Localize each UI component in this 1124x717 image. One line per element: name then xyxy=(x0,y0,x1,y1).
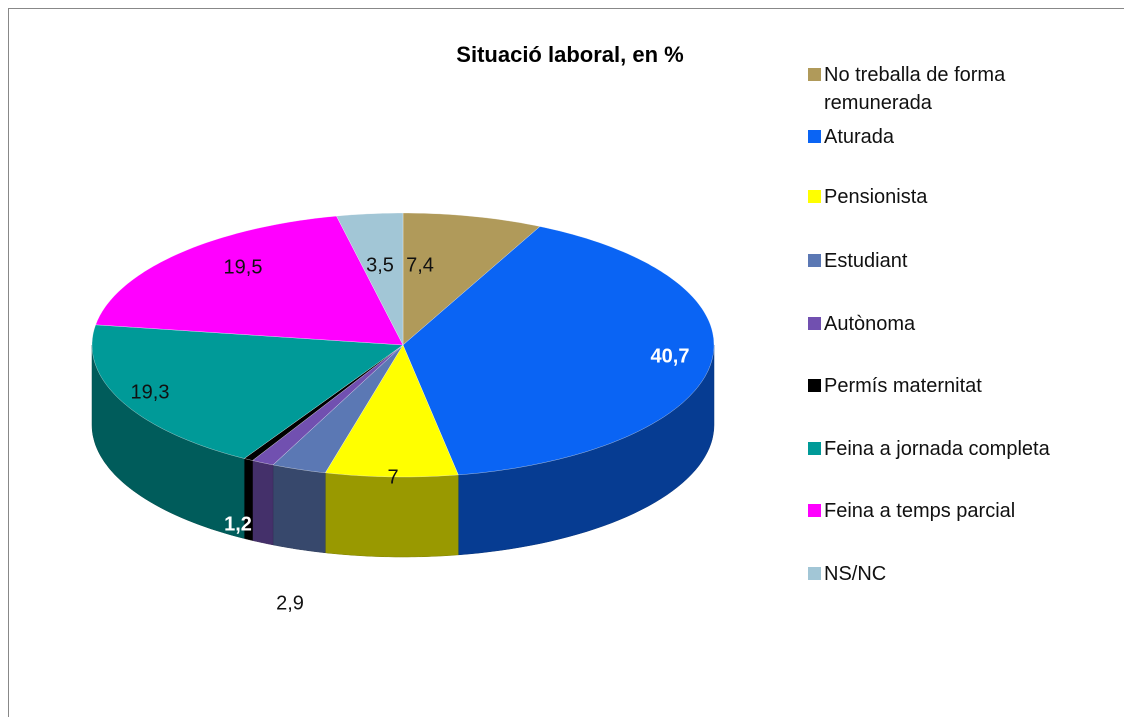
frame xyxy=(8,8,1124,717)
data-label: 19,5 xyxy=(224,256,263,278)
legend-label: No treballa de forma remunerada xyxy=(824,64,1006,114)
legend-label: Feina a temps parcial xyxy=(824,500,1016,522)
slice-side xyxy=(252,460,274,546)
data-label: 19,3 xyxy=(131,381,170,403)
data-label: 1,2 xyxy=(224,513,252,535)
chart-title: Situació laboral, en % xyxy=(456,42,683,67)
legend-item: Estudiant xyxy=(808,247,1108,275)
legend-item: Aturada xyxy=(808,123,1108,151)
slice xyxy=(325,344,459,478)
legend-swatch xyxy=(808,190,821,203)
legend-label: Feina a jornada completa xyxy=(824,438,1050,460)
slice xyxy=(252,344,404,466)
legend-swatch xyxy=(808,254,821,267)
legend-swatch xyxy=(808,130,821,143)
data-label: 7 xyxy=(387,466,398,488)
legend-item: Pensionista xyxy=(808,183,1108,211)
legend-label: Permís maternitat xyxy=(824,375,982,397)
slice xyxy=(272,344,404,473)
legend-label: Aturada xyxy=(824,126,895,148)
slice-side xyxy=(272,464,326,554)
legend-swatch xyxy=(808,567,821,580)
legend-label: Estudiant xyxy=(824,250,908,272)
slice xyxy=(336,212,404,346)
legend-item: NS/NC xyxy=(808,560,1108,588)
data-label: 40,7 xyxy=(651,345,690,367)
legend-item: Permís maternitat xyxy=(808,372,1108,400)
data-label: 7,4 xyxy=(406,254,434,276)
slice xyxy=(95,215,404,346)
legend-swatch xyxy=(808,379,821,392)
legend-item: No treballa de forma remunerada xyxy=(808,61,1108,117)
legend-label: Autònoma xyxy=(824,313,916,335)
legend-swatch xyxy=(808,317,821,330)
legend-label: Pensionista xyxy=(824,186,928,208)
data-label: 3,5 xyxy=(366,254,394,276)
legend-swatch xyxy=(808,442,821,455)
data-label: 2,9 xyxy=(276,592,304,614)
slice xyxy=(91,324,404,459)
legend-item: Feina a jornada completa xyxy=(808,435,1108,463)
legend-swatch xyxy=(808,68,821,81)
slice xyxy=(402,212,541,346)
legend-label: NS/NC xyxy=(824,563,887,585)
slice xyxy=(402,226,715,476)
legend-item: Feina a temps parcial xyxy=(808,497,1108,525)
legend-swatch xyxy=(808,504,821,517)
legend-item: Autònoma xyxy=(808,310,1108,338)
